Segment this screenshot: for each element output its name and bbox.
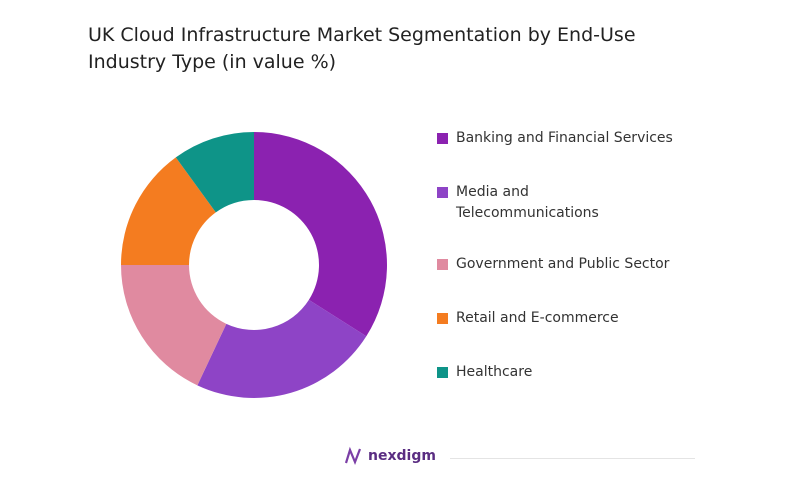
legend-label: Banking and Financial Services xyxy=(456,130,673,146)
legend-item: Government and Public Sector xyxy=(437,254,707,275)
donut-slice xyxy=(254,132,387,337)
brand-name: nexdigm xyxy=(368,448,436,464)
legend-swatch xyxy=(437,313,448,324)
legend-item: Banking and Financial Services xyxy=(437,128,707,149)
legend-item: Retail and E-commerce xyxy=(437,308,707,329)
legend-swatch xyxy=(437,133,448,144)
legend-swatch xyxy=(437,367,448,378)
legend-swatch xyxy=(437,187,448,198)
legend-item: Healthcare xyxy=(437,362,707,383)
donut-slice xyxy=(175,132,254,213)
legend-label: Media and Telecommunications xyxy=(456,184,599,221)
donut-slice xyxy=(121,157,216,265)
legend-label: Retail and E-commerce xyxy=(456,310,619,326)
legend-label: Healthcare xyxy=(456,364,533,380)
legend-label: Government and Public Sector xyxy=(456,256,670,272)
brand-logo: nexdigm xyxy=(343,446,436,466)
donut-slice xyxy=(197,299,367,398)
legend-swatch xyxy=(437,259,448,270)
brand-icon xyxy=(344,446,362,465)
donut-slice xyxy=(121,265,227,386)
legend-item: Media and Telecommunications xyxy=(437,182,627,224)
divider xyxy=(450,458,695,459)
chart-title: UK Cloud Infrastructure Market Segmentat… xyxy=(88,24,636,73)
